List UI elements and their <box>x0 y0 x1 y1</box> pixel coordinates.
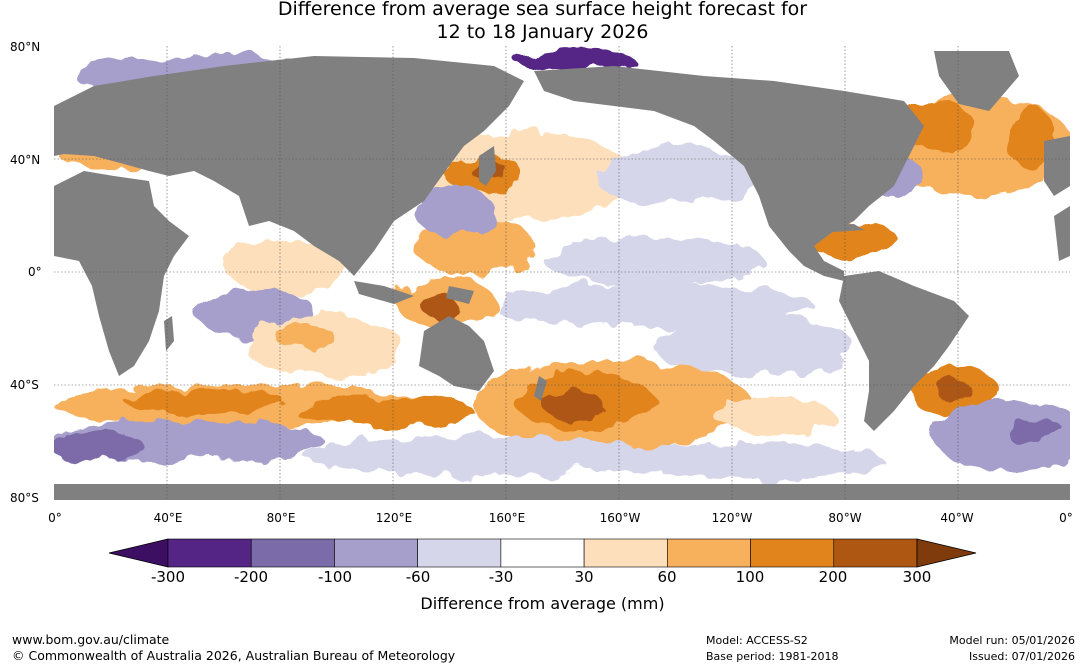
colorbar-cell <box>334 538 418 568</box>
lon-label-120w: 120°W <box>711 511 753 525</box>
africa <box>54 171 189 376</box>
land-masses <box>54 51 1070 500</box>
japan <box>479 146 496 186</box>
colorbar-left-arrow <box>108 538 169 568</box>
colorbar-tick: 300 <box>902 568 932 586</box>
lon-label-0-east: 0° <box>1059 511 1073 525</box>
indonesia <box>354 281 414 304</box>
lon-label-80e: 80°E <box>266 511 296 525</box>
greenland <box>934 51 1019 111</box>
eurasia <box>54 56 524 276</box>
footer-model-run: Model run: 05/01/2026 <box>949 634 1075 647</box>
footer-base-period: Base period: 1981-2018 <box>706 650 839 663</box>
lon-label-40e: 40°E <box>153 511 183 525</box>
colorbar-cell <box>583 538 668 568</box>
western-europe <box>1044 136 1070 196</box>
lon-label-40w: 40°W <box>940 511 974 525</box>
lon-label-80w: 80°W <box>828 511 862 525</box>
colorbar-tick: 100 <box>735 568 765 586</box>
lon-label-0: 0° <box>48 511 62 525</box>
map-title-line-1: Difference from average sea surface heig… <box>277 0 808 20</box>
colorbar-tick: -200 <box>233 568 269 586</box>
lon-label-160w: 160°W <box>599 511 641 525</box>
australia <box>419 316 494 391</box>
colorbar-cells <box>167 538 918 568</box>
new-zealand <box>534 376 547 401</box>
map-title-line-2: 12 to 18 January 2026 <box>436 21 649 43</box>
west-africa <box>1054 206 1070 261</box>
colorbar-cell <box>250 538 335 568</box>
graticule <box>54 46 1070 500</box>
footer-copyright: © Commonwealth of Australia 2026, Austra… <box>12 648 456 663</box>
footer-issued: Issued: 07/01/2026 <box>968 650 1075 663</box>
south-america <box>839 271 969 431</box>
lat-label-40n: 40°N <box>10 153 41 167</box>
lat-label-40s: 40°S <box>10 378 39 392</box>
colorbar-cell <box>750 538 835 568</box>
footer-model: Model: ACCESS-S2 <box>706 634 808 647</box>
lat-label-equator: 0° <box>28 265 42 279</box>
colorbar-cell <box>833 538 918 568</box>
new-guinea <box>446 286 474 304</box>
lon-label-160e: 160°E <box>488 511 526 525</box>
colorbar-cell <box>417 538 502 568</box>
colorbar-tick: -60 <box>405 568 431 586</box>
lat-label-80s: 80°S <box>10 491 39 505</box>
caribbean-islands <box>824 224 864 232</box>
colorbar-cell <box>667 538 751 568</box>
lat-label-80n: 80°N <box>10 40 41 54</box>
colorbar-cell <box>500 538 585 568</box>
madagascar <box>164 316 174 351</box>
colorbar-tick: 200 <box>818 568 848 586</box>
sea-surface-height-map <box>54 46 1070 500</box>
colorbar-tick: -300 <box>150 568 186 586</box>
antarctica <box>54 484 1070 500</box>
footer-url: www.bom.gov.au/climate <box>12 632 170 647</box>
colorbar-tick: -100 <box>317 568 353 586</box>
colorbar-tick: 30 <box>574 568 594 586</box>
colorbar-right-arrow <box>916 538 977 568</box>
colorbar <box>108 538 977 568</box>
colorbar-title: Difference from average (mm) <box>420 594 665 613</box>
colorbar-tick: 60 <box>657 568 677 586</box>
colorbar-tick: -30 <box>488 568 514 586</box>
lon-label-120e: 120°E <box>375 511 413 525</box>
colorbar-cell <box>167 538 252 568</box>
